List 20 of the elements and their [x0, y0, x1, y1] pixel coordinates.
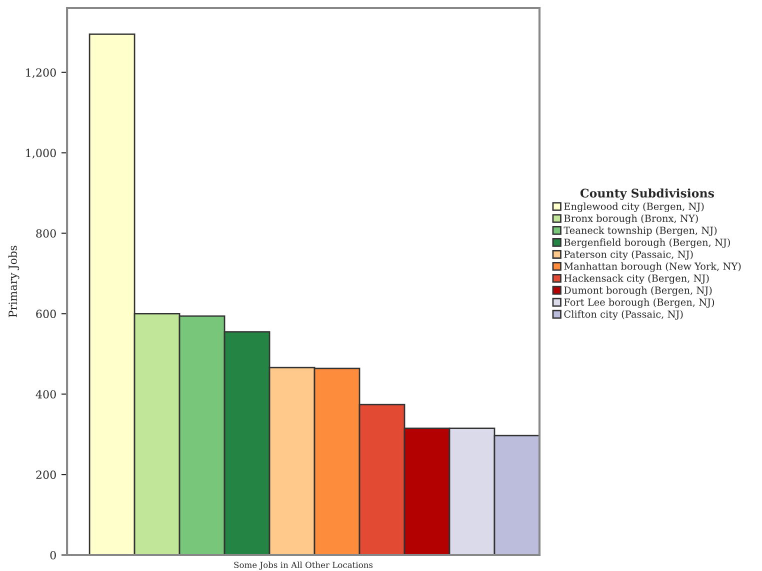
legend-label: Fort Lee borough (Bergen, NJ) — [564, 298, 714, 308]
legend-label: Bergenfield borough (Bergen, NJ) — [564, 238, 730, 248]
y-tick-label: 400 — [36, 390, 56, 399]
legend-label: Hackensack city (Bergen, NJ) — [564, 274, 709, 284]
y-tick-label: 800 — [36, 229, 56, 238]
legend-label: Teaneck township (Bergen, NJ) — [564, 226, 717, 236]
legend-label: Paterson city (Passaic, NJ) — [564, 250, 693, 260]
legend-title: County Subdivisions — [580, 188, 714, 200]
y-axis-title: Primary Jobs — [8, 246, 20, 318]
legend-label: Bronx borough (Bronx, NY) — [564, 214, 698, 224]
y-tick-label: 600 — [36, 310, 56, 318]
y-tick-label: 200 — [36, 470, 56, 479]
legend-label: Dumont borough (Bergen, NJ) — [564, 286, 712, 296]
legend-label: Clifton city (Passaic, NJ) — [564, 310, 683, 320]
legend-label: Englewood city (Bergen, NJ) — [564, 202, 704, 212]
y-tick-label: 1,000 — [26, 148, 56, 159]
text: Some Jobs in All Other Locations — [234, 562, 373, 570]
y-tick-label: 0 — [50, 550, 56, 560]
legend-label: Manhattan borough (New York, NY) — [564, 262, 741, 272]
y-tick-label: 1,200 — [26, 68, 56, 78]
